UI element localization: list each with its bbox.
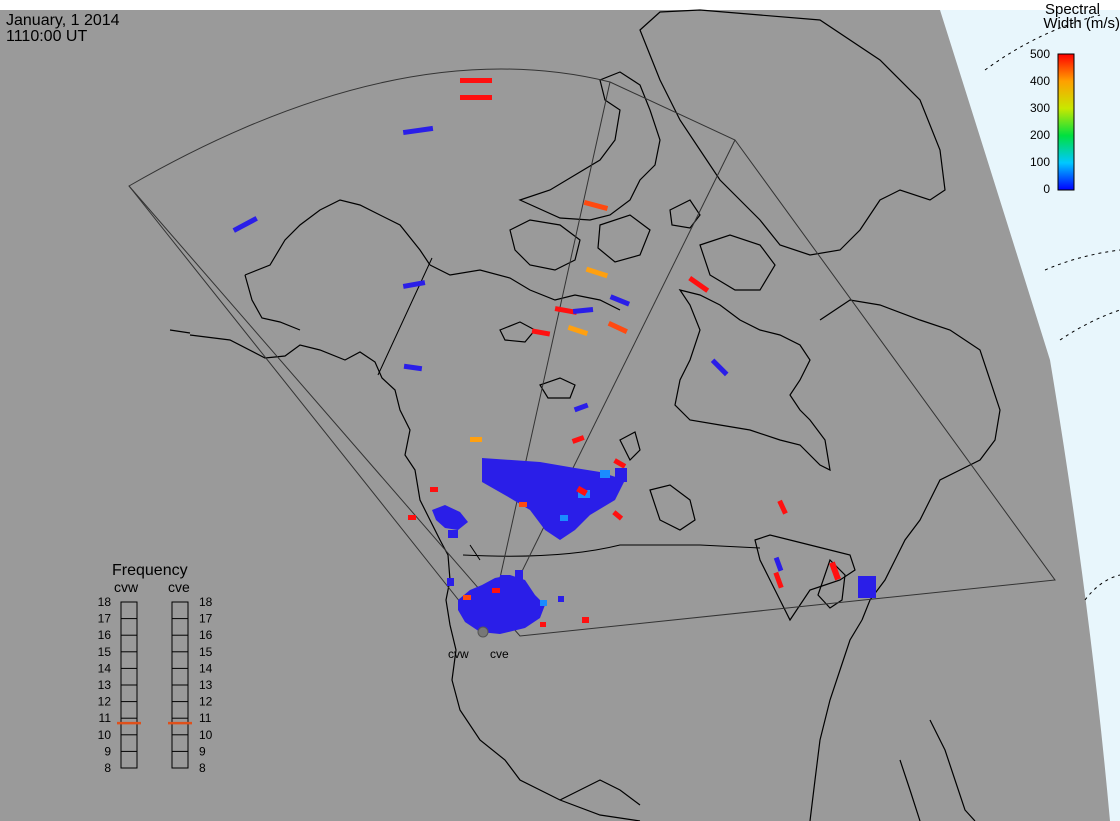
data-cell (829, 561, 841, 581)
data-cell (582, 617, 589, 623)
radar-label-cvw: cvw (448, 647, 469, 661)
data-cell (448, 530, 458, 538)
data-cell (432, 505, 468, 530)
outer-region (940, 10, 1120, 821)
colorbar-ticks: 500 400 300 200 100 0 (1030, 47, 1050, 196)
data-cell (688, 276, 710, 293)
frequency-tick-right: 16 (199, 628, 213, 642)
borders (377, 257, 761, 561)
frequency-tick-right: 11 (199, 711, 212, 725)
data-cell (710, 358, 729, 377)
data-cell (460, 95, 492, 100)
frequency-tick-left: 8 (104, 761, 111, 775)
data-cell (232, 216, 258, 233)
data-cell (576, 485, 588, 497)
data-cell (567, 325, 589, 336)
frequency-tick-right: 17 (199, 612, 213, 626)
data-cell (773, 556, 784, 572)
data-cell (460, 78, 492, 83)
data-cell (612, 510, 624, 521)
frequency-tick-right: 9 (199, 744, 206, 758)
data-cell (447, 578, 454, 586)
map-time: 1110:00 UT (6, 28, 87, 45)
data-cell (572, 306, 594, 315)
data-cell (402, 280, 426, 289)
data-cell (573, 402, 589, 413)
colorbar-tick-label: 0 (1043, 182, 1050, 196)
frequency-tick-left: 10 (98, 728, 112, 742)
data-cell (519, 502, 527, 507)
frequency-tick-right: 15 (199, 645, 213, 659)
data-cell (408, 515, 416, 520)
map-date: January, 1 2014 (6, 12, 120, 29)
frequency-tick-left: 11 (99, 711, 112, 725)
radar-fov (128, 68, 1056, 637)
data-cell (615, 468, 627, 482)
top-border (0, 0, 1120, 10)
colorbar-gradient (1057, 53, 1075, 191)
frequency-tick-left: 18 (98, 595, 112, 609)
frequency-tick-left: 16 (98, 628, 112, 642)
data-cell (463, 595, 471, 600)
data-cell (554, 306, 578, 315)
frequency-boxes: 18 18 17 17 16 16 15 15 14 14 13 13 12 12 11 11 10 10 9 9 8 8 (98, 595, 213, 775)
frequency-title: Frequency (112, 562, 188, 579)
radar-site-marker (477, 626, 489, 638)
colorbar-tick-label: 100 (1030, 155, 1050, 169)
data-cell (613, 458, 627, 469)
colorbar-title-2: Width (m/s) (1043, 15, 1120, 32)
data-cell (571, 435, 585, 444)
frequency-tick-left: 13 (98, 678, 112, 692)
data-cell (773, 571, 784, 589)
colorbar-tick-label: 200 (1030, 128, 1050, 142)
data-cell (583, 199, 609, 212)
radar-label-cve: cve (490, 647, 509, 661)
data-cell (470, 437, 482, 442)
data-cell (607, 320, 628, 334)
data-cell (458, 575, 545, 634)
frequency-panel: Frequency cvw cve 18 18 17 17 16 16 15 15 14 14 13… (98, 562, 213, 775)
frequency-tick-left: 17 (98, 612, 112, 626)
data-cell (560, 515, 568, 521)
colorbar-tick-label: 500 (1030, 47, 1050, 61)
data-cell (777, 499, 788, 515)
data-cell (540, 600, 547, 606)
frequency-tick-right: 14 (199, 661, 213, 675)
data-cell (531, 328, 551, 337)
frequency-tick-left: 12 (98, 695, 112, 709)
frequency-tick-right: 18 (199, 595, 213, 609)
data-cell (585, 266, 609, 279)
data-cell (600, 470, 610, 478)
data-cell (858, 576, 876, 598)
frequency-tick-right: 12 (199, 695, 213, 709)
frequency-tick-right: 8 (199, 761, 206, 775)
data-cell (500, 575, 510, 585)
frequency-tick-left: 14 (98, 661, 112, 675)
frequency-tick-left: 9 (104, 744, 111, 758)
data-cell (515, 570, 523, 580)
data-cell (430, 487, 438, 492)
colorbar-title-1: Spectral (1045, 1, 1100, 18)
spectral-width-data (232, 78, 876, 634)
frequency-tick-left: 15 (98, 645, 112, 659)
data-cell (558, 596, 564, 602)
colorbar-tick-label: 300 (1030, 101, 1050, 115)
colorbar: Spectral Width (m/s) 500 400 300 200 100 0 (1030, 1, 1120, 196)
data-cell (609, 294, 631, 307)
data-cell (482, 458, 625, 540)
frequency-label-cvw: cvw (114, 579, 139, 595)
latitude-circles (984, 14, 1120, 601)
data-cell (540, 622, 546, 627)
data-cell (403, 363, 423, 372)
frequency-tick-right: 10 (199, 728, 213, 742)
frequency-label-cve: cve (168, 579, 190, 595)
data-cell (402, 125, 434, 136)
frequency-tick-right: 13 (199, 678, 213, 692)
data-cell (492, 588, 500, 593)
colorbar-tick-label: 400 (1030, 74, 1050, 88)
coastlines (169, 9, 1001, 821)
